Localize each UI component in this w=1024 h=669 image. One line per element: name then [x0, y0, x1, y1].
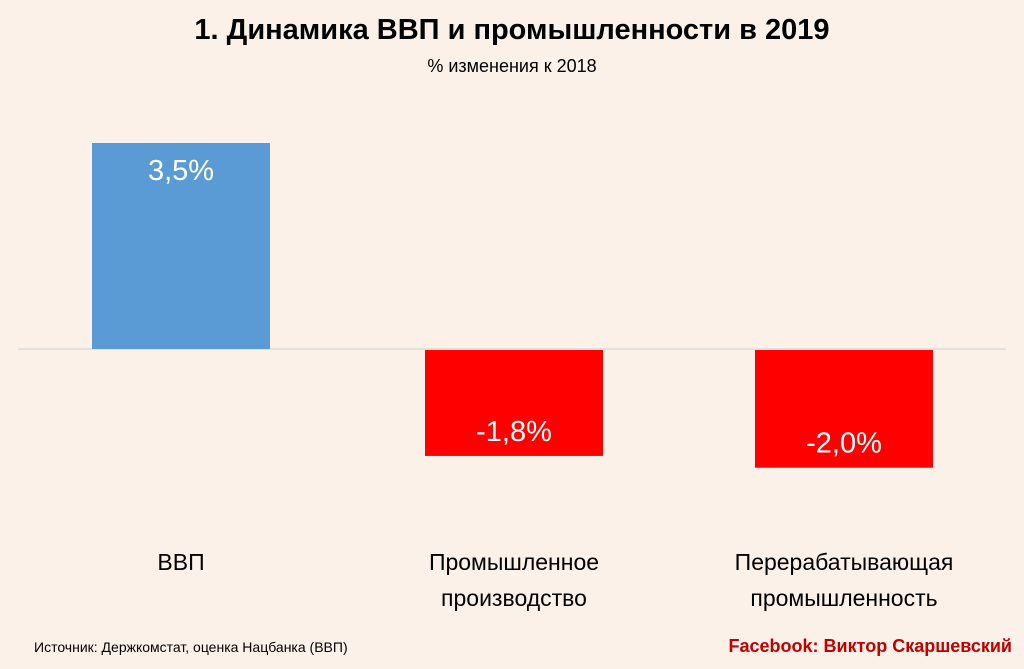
bar-value-label-2: -2,0% [806, 428, 882, 460]
category-label-2-0: Перерабатывающая [735, 549, 954, 575]
category-label-0-0: ВВП [157, 549, 204, 575]
category-label-1-0: Промышленное [429, 549, 599, 575]
author-credit: Facebook: Виктор Скаршевский [728, 636, 1012, 656]
bar-0 [92, 143, 270, 349]
source-note: Источник: Держкомстат, оценка Нацбанка (… [34, 639, 348, 655]
category-label-2-1: промышленность [750, 585, 937, 611]
bar-value-label-1: -1,8% [476, 416, 552, 448]
chart-subtitle: % изменения к 2018 [427, 56, 597, 76]
chart-title: 1. Динамика ВВП и промышленности в 2019 [194, 14, 830, 46]
bar-value-label-0: 3,5% [148, 155, 214, 187]
bar-2 [755, 350, 933, 468]
category-label-1-1: производство [441, 585, 587, 611]
bar-1 [425, 350, 603, 456]
